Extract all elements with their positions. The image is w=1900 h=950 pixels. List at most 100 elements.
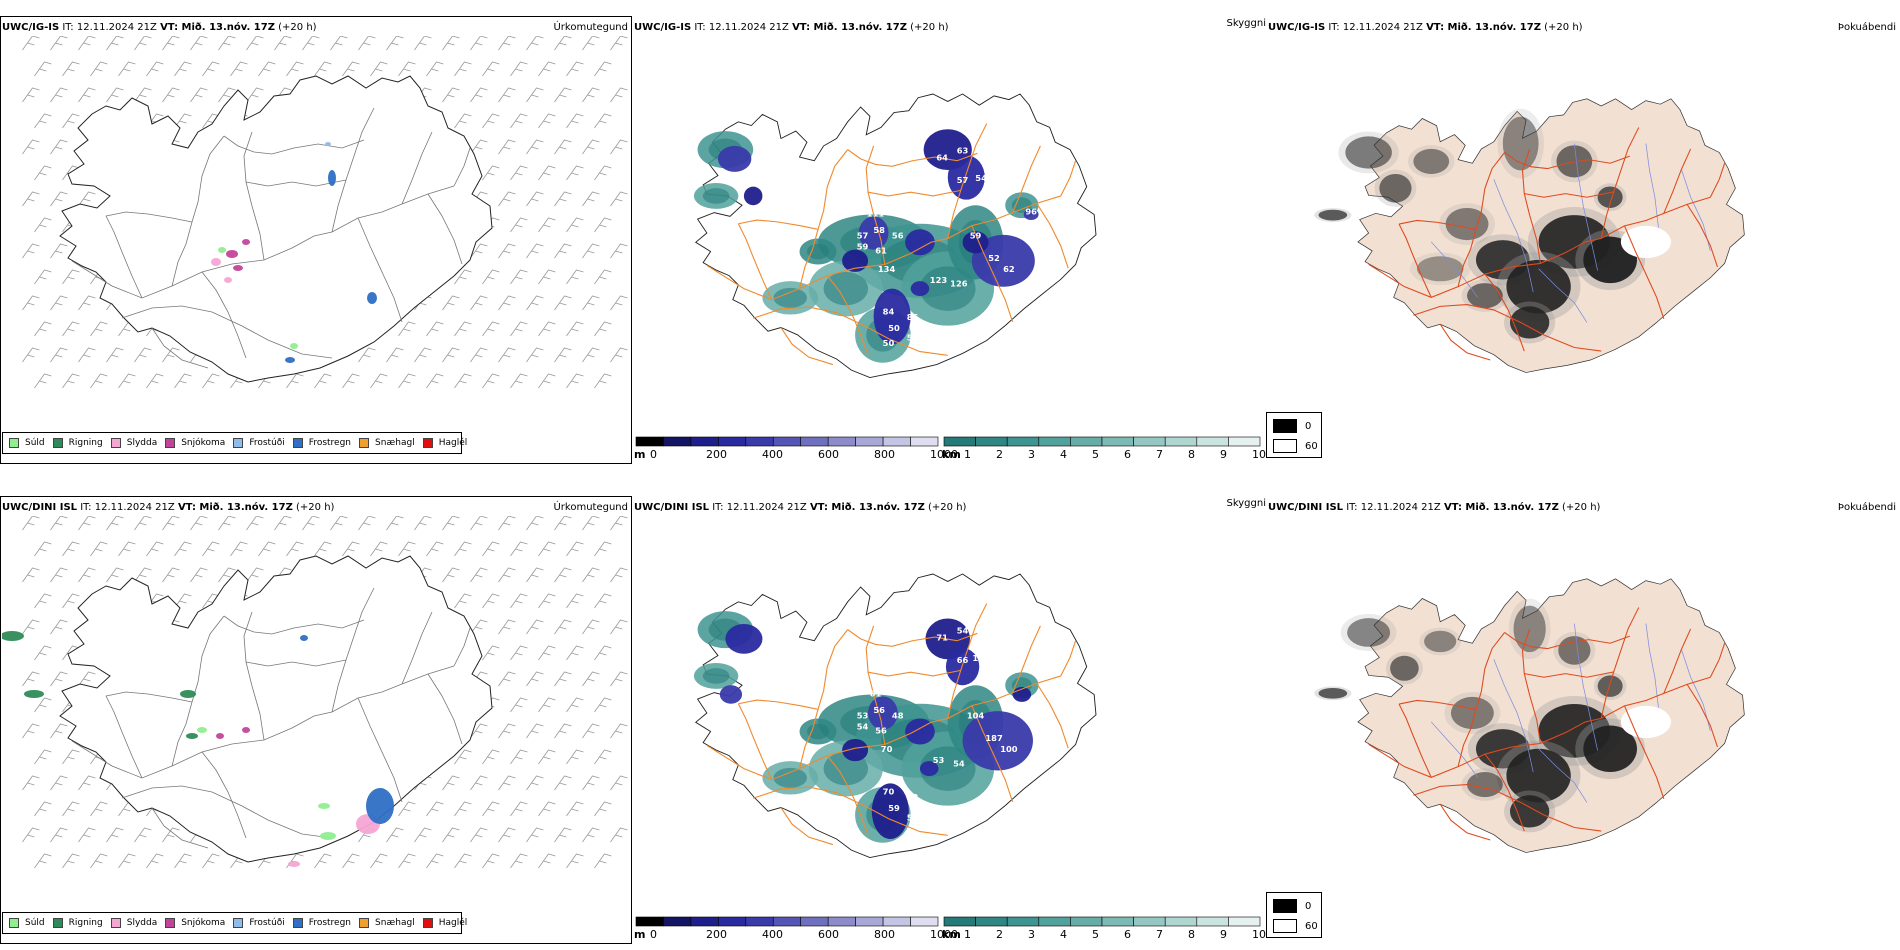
precip-title: Úrkomutegund bbox=[553, 502, 628, 513]
it-label: IT: bbox=[80, 502, 92, 513]
colorbar-bin bbox=[1038, 916, 1071, 927]
cloud-title: Skyggni bbox=[1226, 498, 1266, 509]
legend-item: Snæhagl bbox=[359, 918, 415, 928]
fog-legend: 0 60 bbox=[1266, 412, 1322, 458]
fog-legend-label: 60 bbox=[1305, 920, 1318, 932]
precip-title: Úrkomutegund bbox=[553, 22, 628, 33]
ceiling-value-label: 86 bbox=[907, 312, 919, 322]
colorbar-bin bbox=[745, 436, 774, 447]
it-value: 12.11.2024 21Z bbox=[708, 22, 789, 33]
colorbar-tick: 7 bbox=[1156, 928, 1163, 941]
fog-panel-1: UWC/IG-IS IT: 12.11.2024 21Z VT: Mið. 13… bbox=[1266, 0, 1900, 468]
panel-header: UWC/IG-IS IT: 12.11.2024 21Z VT: Mið. 13… bbox=[1268, 22, 1583, 34]
colorbar-bin bbox=[1006, 916, 1040, 927]
colorbar-tick: 9 bbox=[1220, 928, 1227, 941]
colorbar-bin bbox=[718, 436, 747, 447]
ceiling-value-label: 53 bbox=[933, 755, 945, 765]
legend-item: Snjókoma bbox=[165, 438, 225, 448]
ceiling-value-label: 126 bbox=[950, 279, 968, 289]
fog-legend-label: 0 bbox=[1305, 420, 1312, 432]
precip-panel-2: UWC/DINI ISL IT: 12.11.2024 21Z VT: Mið.… bbox=[0, 480, 632, 948]
ceiling-value-label: 54 bbox=[957, 625, 969, 635]
vt-label: VT: Mið. 13.nóv. 17Z bbox=[809, 502, 925, 513]
fog-legend-row: 60 bbox=[1273, 439, 1318, 453]
ceiling-value-label: 48 bbox=[892, 711, 904, 721]
ceiling-value-label: 123 bbox=[930, 275, 948, 285]
it-value: 12.11.2024 21Z bbox=[76, 22, 157, 33]
ceiling-value-label: 50 bbox=[883, 338, 895, 348]
colorbar-bin bbox=[910, 916, 939, 927]
legend-label: Snæhagl bbox=[375, 918, 415, 928]
ceiling-value-label: 61 bbox=[870, 688, 882, 698]
colorbar-tick: 4 bbox=[1060, 928, 1067, 941]
legend-swatch bbox=[110, 438, 121, 448]
colorbar-bin bbox=[855, 916, 884, 927]
ceiling-value-label: 100 bbox=[1000, 744, 1018, 754]
ceiling-value-label: 111 bbox=[867, 208, 885, 218]
precip-frame bbox=[0, 496, 632, 944]
colorbar-bin bbox=[827, 916, 856, 927]
legend-item: Slydda bbox=[110, 918, 158, 928]
ceiling-value-label: 187 bbox=[985, 733, 1003, 743]
ceiling-value-label: 56 bbox=[875, 725, 887, 735]
it-value: 12.11.2024 21Z bbox=[94, 502, 175, 513]
vt-relative: (+20 h) bbox=[278, 22, 317, 33]
legend-item: Snjókoma bbox=[165, 918, 225, 928]
legend-label: Snjókoma bbox=[181, 438, 226, 448]
colorbar-swatches bbox=[943, 916, 1261, 927]
fog-legend-swatch bbox=[1273, 419, 1297, 433]
legend-swatch bbox=[233, 438, 244, 448]
model-name: UWC/DINI ISL bbox=[2, 502, 78, 513]
legend-label: Frostúði bbox=[249, 918, 285, 928]
cloud-panel-2: UWC/DINI ISL IT: 12.11.2024 21Z VT: Mið.… bbox=[632, 480, 1266, 948]
ceiling-value-label: 63 bbox=[957, 145, 969, 155]
colorbar-tick: 3 bbox=[1028, 448, 1035, 461]
colorbar-tick: 9 bbox=[1220, 448, 1227, 461]
colorbar-tick: 8 bbox=[1188, 928, 1195, 941]
colorbar-bin bbox=[718, 916, 747, 927]
it-label: IT: bbox=[694, 22, 706, 33]
colorbar-bin bbox=[1228, 916, 1261, 927]
it-label: IT: bbox=[1328, 22, 1340, 33]
colorbar-bin bbox=[1196, 916, 1229, 927]
legend-label: Frostúði bbox=[249, 438, 285, 448]
colorbar-unit: km bbox=[942, 448, 961, 461]
cloud-title: Skyggni bbox=[1226, 18, 1266, 29]
colorbar-bin bbox=[1196, 436, 1229, 447]
colorbar-bin bbox=[635, 436, 664, 447]
legend-label: Slydda bbox=[126, 918, 158, 928]
visibility-colorbar: km 1 2 3 4 5 6 7 8 9 10 bbox=[942, 916, 1266, 942]
ceiling-value-label: 64 bbox=[936, 153, 948, 163]
legend-item: Slydda bbox=[110, 438, 158, 448]
legend-item: Frostregn bbox=[292, 438, 351, 448]
precip-map bbox=[22, 36, 628, 389]
precip-panel-1: UWC/IG-IS IT: 12.11.2024 21Z VT: Mið. 13… bbox=[0, 0, 632, 468]
it-value: 12.11.2024 21Z bbox=[1342, 22, 1423, 33]
colorbar-tick: 1000 bbox=[930, 928, 958, 941]
fog-legend-row: 0 bbox=[1273, 419, 1311, 433]
legend-label: Rigning bbox=[68, 918, 103, 928]
ceiling-value-label: 56 bbox=[892, 231, 904, 241]
colorbar-tick: 0 bbox=[650, 448, 657, 461]
colorbar-bin bbox=[800, 916, 829, 927]
colorbar-bin bbox=[1228, 436, 1261, 447]
legend-label: Slydda bbox=[126, 438, 158, 448]
legend-label: Haglél bbox=[438, 918, 468, 928]
colorbar-tick: 1 bbox=[964, 448, 971, 461]
legend-swatch bbox=[165, 438, 176, 448]
it-label: IT: bbox=[712, 502, 724, 513]
ceiling-value-label: 54 bbox=[857, 722, 869, 732]
legend-item: Haglél bbox=[422, 438, 467, 448]
fog-legend-row: 0 bbox=[1273, 899, 1311, 913]
ceiling-value-label: 59 bbox=[888, 803, 900, 813]
colorbar-bin bbox=[910, 436, 939, 447]
legend-item: Frostúði bbox=[233, 438, 285, 448]
fog-legend-swatch bbox=[1273, 899, 1297, 913]
colorbar-swatches bbox=[943, 436, 1261, 447]
vt-relative: (+20 h) bbox=[1544, 22, 1583, 33]
colorbar-bin bbox=[800, 436, 829, 447]
fog-legend: 0 60 bbox=[1266, 892, 1322, 938]
ceiling-value-label: 70 bbox=[881, 744, 893, 754]
ceiling-value-label: 96 bbox=[1025, 206, 1037, 216]
